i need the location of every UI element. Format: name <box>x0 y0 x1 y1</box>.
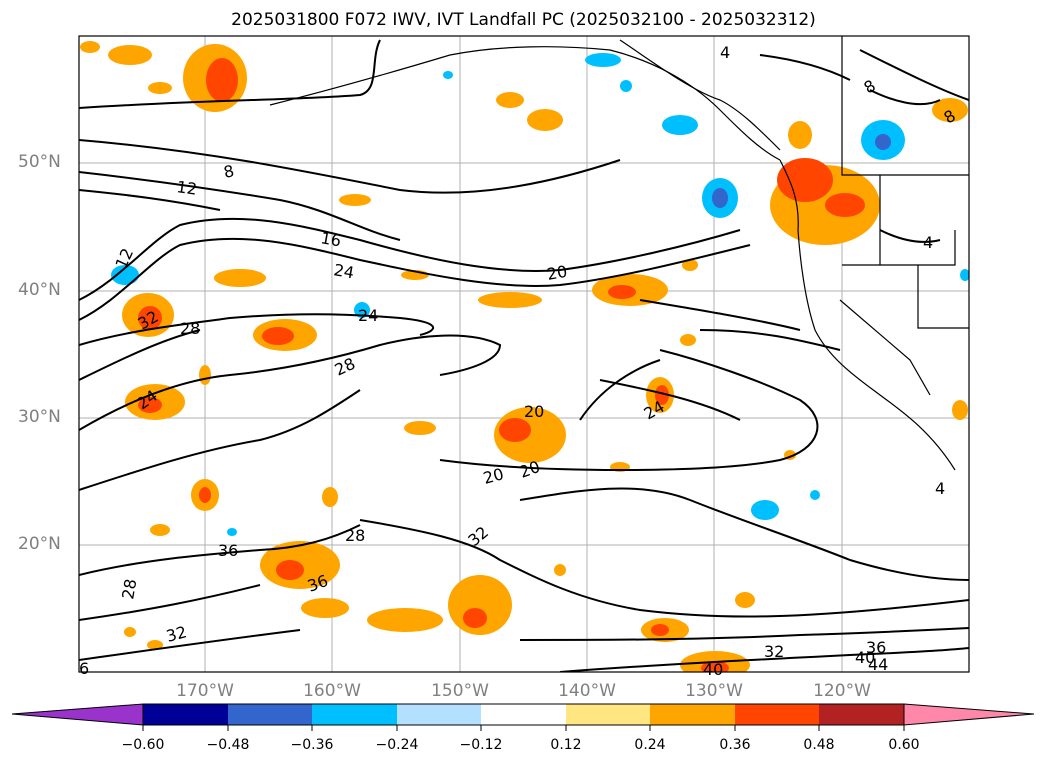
longitude-label: 160°W <box>303 681 361 701</box>
contour-label: 20 <box>481 464 506 488</box>
colorbar-segment <box>143 704 228 725</box>
contour-label: 12 <box>175 177 198 199</box>
contour-label: 36 <box>866 638 886 657</box>
longitude-label: 120°W <box>813 681 871 701</box>
colorbar-tick-label: −0.60 <box>121 737 165 753</box>
colorbar-tick-label: 0.36 <box>719 737 751 753</box>
colorbar-segment <box>397 704 481 725</box>
shading-negative <box>111 53 969 536</box>
contour-label: 4 <box>923 233 933 252</box>
colorbar-tick-label: 0.48 <box>803 737 835 753</box>
colorbar-tick-label: 0.12 <box>550 737 582 753</box>
colorbar-tick-label: −0.48 <box>206 737 250 753</box>
contour-label: 6 <box>79 659 89 678</box>
graticule <box>79 36 969 672</box>
colorbar-segment <box>312 704 397 725</box>
latitude-label: 40°N <box>18 280 61 300</box>
contour-label: 32 <box>164 622 189 646</box>
map-title: 2025031800 F072 IWV, IVT Landfall PC (20… <box>231 10 816 30</box>
colorbar-segment <box>11 703 144 726</box>
longitude-label: 170°W <box>176 681 234 701</box>
colorbar-segment <box>903 703 1035 726</box>
contour-label: 4 <box>720 43 730 62</box>
latitude-label: 30°N <box>18 407 61 427</box>
contour-label: 28 <box>345 526 365 545</box>
colorbar-segment <box>566 704 650 725</box>
colorbar-segment <box>481 704 566 725</box>
iwv-contours <box>79 39 969 672</box>
longitude-label: 130°W <box>685 681 743 701</box>
coastlines <box>269 36 969 471</box>
contour-label: 40 <box>703 660 723 679</box>
colorbar-segment <box>819 704 904 725</box>
shading-positive <box>80 41 968 672</box>
contour-label: 20 <box>545 262 568 284</box>
contour-label: 24 <box>332 260 355 282</box>
contour-label: 44 <box>868 655 888 674</box>
latitude-label: 20°N <box>18 534 61 554</box>
longitude-label: 150°W <box>431 681 489 701</box>
contour-label: 20 <box>524 402 544 421</box>
contour-label: 40 <box>855 648 875 667</box>
longitude-label: 140°W <box>558 681 616 701</box>
colorbar-tick-label: −0.36 <box>290 737 334 753</box>
colorbar-tick-label: −0.24 <box>375 737 419 753</box>
colorbar-segment <box>228 704 312 725</box>
contour-label: 32 <box>764 642 784 661</box>
contour-label: 36 <box>218 541 238 560</box>
map-frame <box>78 35 970 673</box>
contour-label: 16 <box>319 228 342 250</box>
colorbar <box>11 703 1035 731</box>
colorbar-tick-label: 0.60 <box>888 737 920 753</box>
colorbar-segment <box>650 704 735 725</box>
map-plot-area <box>79 36 969 672</box>
contour-label: 4 <box>935 479 945 498</box>
colorbar-segment <box>735 704 819 725</box>
colorbar-tick-label: −0.12 <box>459 737 503 753</box>
contour-label: 28 <box>180 319 200 338</box>
contour-label: 28 <box>118 577 140 600</box>
contour-label: 24 <box>358 306 378 325</box>
colorbar-tick-label: 0.24 <box>634 737 666 753</box>
latitude-label: 50°N <box>18 152 61 172</box>
contour-label: 8 <box>222 161 236 182</box>
